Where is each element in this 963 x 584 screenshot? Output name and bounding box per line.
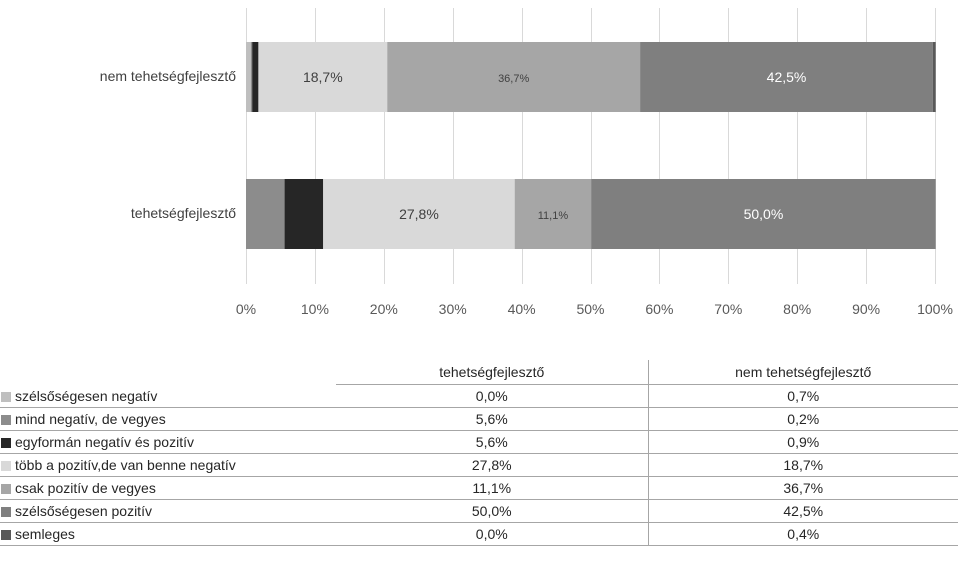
data-label: 36,7% bbox=[498, 73, 529, 85]
bar-segment bbox=[387, 42, 641, 112]
legend-label: szélsőségesen pozitív bbox=[15, 503, 152, 519]
x-tick-label: 50% bbox=[576, 301, 604, 317]
bar-segment bbox=[246, 179, 285, 249]
x-tick-label: 20% bbox=[370, 301, 398, 317]
legend-swatch bbox=[1, 438, 11, 448]
bar-segment bbox=[932, 42, 936, 112]
x-tick-label: 30% bbox=[439, 301, 467, 317]
table-row: több a pozitív,de van benne negatív 27,8%… bbox=[0, 453, 958, 477]
x-tick-label: 70% bbox=[714, 301, 742, 317]
legend-entry: szélsőségesen negatív bbox=[0, 384, 336, 408]
data-label: 11,1% bbox=[538, 210, 569, 222]
legend-swatch bbox=[1, 415, 11, 425]
x-tick-label: 90% bbox=[852, 301, 880, 317]
table-header-tehetsegfejleszto: tehetségfejlesztő bbox=[336, 360, 648, 385]
legend-label: csak pozitív de vegyes bbox=[15, 480, 156, 496]
bar-segment bbox=[250, 42, 253, 112]
legend-entry: semleges bbox=[0, 522, 336, 546]
legend-label: több a pozitív,de van benne negatív bbox=[15, 457, 236, 473]
data-labels: 18,7% 36,7% 42,5% 27,8% 11,1% 50,0% bbox=[303, 69, 806, 222]
table-row: semleges 0,0% 0,4% bbox=[0, 522, 958, 546]
table-cell: 18,7% bbox=[647, 453, 958, 477]
stacked-bar-chart: 18,7% 36,7% 42,5% 27,8% 11,1% 50,0% 0% 10% 20% 3… bbox=[236, 8, 953, 317]
table-body: szélsőségesen negatív 0,0% 0,7% mind negatí… bbox=[0, 384, 958, 546]
x-tick-label: 10% bbox=[301, 301, 329, 317]
bar-segment bbox=[323, 179, 515, 249]
table-cell: 5,6% bbox=[336, 430, 648, 454]
x-tick-label: 0% bbox=[236, 301, 256, 317]
bars bbox=[246, 42, 936, 249]
category-label: tehetségfejlesztő bbox=[130, 205, 236, 221]
bar-segment bbox=[246, 42, 251, 112]
legend-entry: mind negatív, de vegyes bbox=[0, 407, 336, 431]
table-cell: 42,5% bbox=[647, 499, 958, 523]
table-cell: 5,6% bbox=[336, 407, 648, 431]
table-cell: 0,9% bbox=[647, 430, 958, 454]
bar-segment bbox=[284, 179, 324, 249]
x-tick-label: 60% bbox=[645, 301, 673, 317]
x-axis-tick-labels: 0% 10% 20% 30% 40% 50% 60% 70% 80% 90% 100% bbox=[236, 301, 953, 317]
legend-swatch bbox=[1, 391, 11, 402]
bar-segment bbox=[591, 179, 936, 249]
legend-entry: szélsőségesen pozitív bbox=[0, 499, 336, 523]
table-cell: 27,8% bbox=[336, 453, 648, 477]
category-label: nem tehetségfejlesztő bbox=[99, 68, 236, 84]
table-row: szélsőségesen negatív 0,0% 0,7% bbox=[0, 384, 958, 408]
legend-label: egyformán negatív és pozitív bbox=[15, 434, 194, 450]
table-corner bbox=[0, 360, 336, 385]
data-label: 50,0% bbox=[744, 206, 784, 222]
bar-segment bbox=[258, 42, 388, 112]
table-cell: 50,0% bbox=[336, 499, 648, 523]
legend-entry: egyformán negatív és pozitív bbox=[0, 430, 336, 454]
table-row: csak pozitív de vegyes 11,1% 36,7% bbox=[0, 476, 958, 500]
table-cell: 0,0% bbox=[336, 522, 648, 546]
table-cell: 0,4% bbox=[647, 522, 958, 546]
table-cell: 0,7% bbox=[647, 384, 958, 408]
legend-entry: több a pozitív,de van benne negatív bbox=[0, 453, 336, 477]
bar-segment bbox=[252, 42, 259, 112]
data-label: 27,8% bbox=[399, 206, 439, 222]
table-header-row: tehetségfejlesztő nem tehetségfejlesztő bbox=[0, 360, 958, 385]
table-row: szélsőségesen pozitív 50,0% 42,5% bbox=[0, 499, 958, 523]
table-cell: 36,7% bbox=[647, 476, 958, 500]
table-cell: 0,0% bbox=[336, 384, 648, 408]
legend-label: semleges bbox=[15, 526, 75, 542]
legend-data-table: tehetségfejlesztő nem tehetségfejlesztő … bbox=[0, 360, 958, 546]
data-label: 18,7% bbox=[303, 69, 343, 85]
data-label: 42,5% bbox=[767, 69, 807, 85]
table-header-nem-tehetsegfejleszto: nem tehetségfejlesztő bbox=[647, 360, 958, 385]
legend-label: szélsőségesen negatív bbox=[15, 387, 158, 404]
table-row: egyformán negatív és pozitív 5,6% 0,9% bbox=[0, 430, 958, 454]
table-cell: 11,1% bbox=[336, 476, 648, 500]
legend-entry: csak pozitív de vegyes bbox=[0, 476, 336, 500]
table-cell: 0,2% bbox=[647, 407, 958, 431]
bar-segment bbox=[640, 42, 933, 112]
legend-swatch bbox=[1, 461, 11, 471]
x-tick-label: 100% bbox=[917, 301, 953, 317]
legend-swatch bbox=[1, 507, 11, 517]
table-row: mind negatív, de vegyes 5,6% 0,2% bbox=[0, 407, 958, 431]
legend-label: mind negatív, de vegyes bbox=[15, 411, 166, 427]
bar-segment bbox=[514, 179, 592, 249]
x-tick-label: 80% bbox=[783, 301, 811, 317]
x-tick-label: 40% bbox=[508, 301, 536, 317]
legend-swatch bbox=[1, 484, 11, 494]
legend-swatch bbox=[1, 530, 11, 540]
